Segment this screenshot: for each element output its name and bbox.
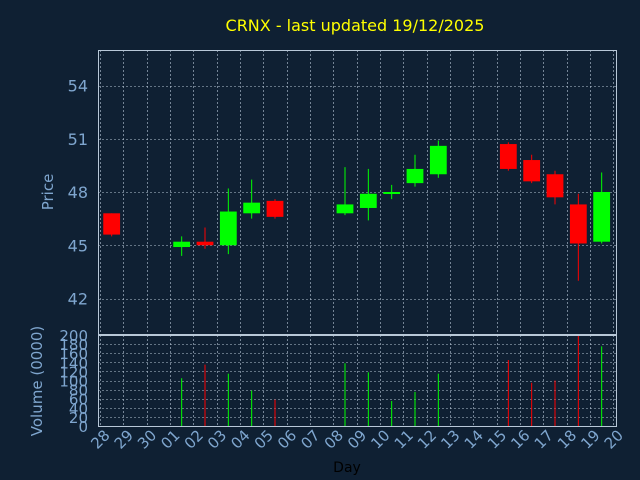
candle-body (243, 202, 261, 214)
x-tick-labels: 2829300102030405060708091011121314151617… (87, 426, 627, 452)
candle-body (359, 193, 377, 208)
volume-grid (98, 335, 616, 427)
candle-body (523, 160, 541, 182)
volume-tick-label: 40 (69, 400, 88, 418)
volume-tick-label: 200 (59, 327, 88, 345)
price-tick-label: 48 (68, 183, 88, 202)
candle-body (196, 241, 214, 246)
candle-body (429, 145, 447, 175)
volume-tick-label: 120 (59, 363, 88, 381)
price-tick-labels: 42 45 48 51 54 (68, 77, 88, 309)
candle-body (266, 200, 284, 217)
volume-panel-frame (98, 335, 617, 427)
volume-bars (181, 335, 603, 426)
volume-tick-label: 160 (59, 345, 88, 363)
candle-body (569, 204, 587, 244)
price-panel-frame (98, 50, 617, 335)
candle-body (219, 211, 237, 246)
volume-axis-label: Volume (0000) (28, 326, 46, 436)
x-axis-label: Day (333, 460, 361, 476)
candle-body (499, 144, 517, 169)
candle-body (173, 241, 191, 248)
candle-body (383, 192, 401, 194)
volume-tick-label: 180 (59, 336, 88, 354)
candle-body (546, 174, 564, 198)
candles (103, 140, 611, 281)
candle-body (103, 213, 121, 235)
volume-tick-label: 20 (69, 409, 88, 427)
price-tick-label: 51 (68, 130, 88, 149)
volume-tick-label: 100 (59, 373, 88, 391)
volume-tick-label: 140 (59, 354, 88, 372)
price-grid (98, 50, 616, 334)
volume-tick-label: 80 (69, 382, 88, 400)
price-axis-label: Price (39, 174, 57, 211)
price-tick-label: 42 (68, 290, 88, 309)
volume-tick-label: 0 (78, 418, 88, 436)
price-tick-label: 45 (68, 236, 88, 255)
price-tick-label: 54 (68, 77, 88, 96)
candle-body (593, 192, 611, 242)
volume-tick-label: 60 (69, 391, 88, 409)
candle-body (406, 168, 424, 184)
candle-body (336, 204, 354, 214)
chart-title: CRNX - last updated 19/12/2025 (226, 16, 485, 35)
